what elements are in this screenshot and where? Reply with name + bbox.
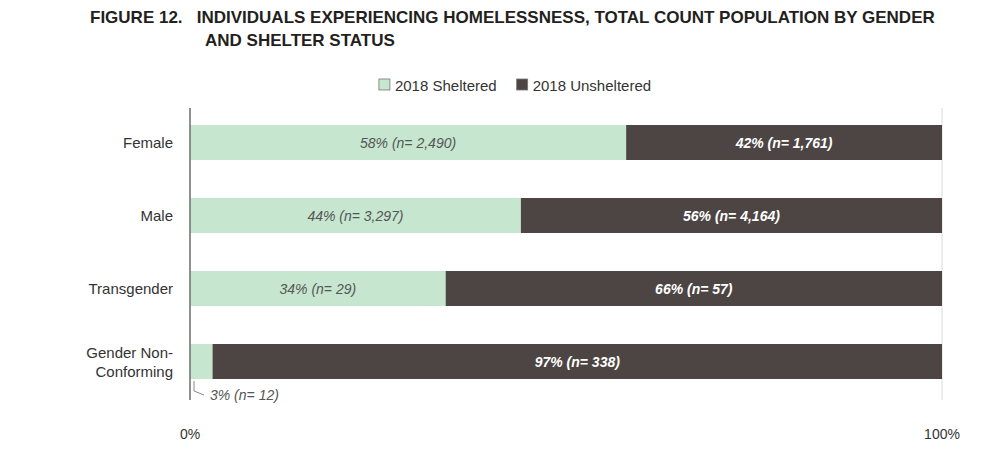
bar-segment	[521, 198, 942, 233]
legend: 2018 Sheltered 2018 Unsheltered	[379, 77, 651, 94]
chart: 58% (n= 2,490) 44% (n= 3,297) 34% (n= 29) 3…	[0, 0, 994, 468]
data-label: 58% (n= 2,490)	[360, 135, 456, 151]
title: FIGURE 12. INDIVIDUALS EXPERIENCING HOME…	[90, 6, 940, 52]
legend-swatch	[517, 79, 528, 90]
category-label: Male	[35, 191, 173, 241]
data-label: 42% (n= 1,761)	[735, 135, 833, 151]
legend-swatch	[379, 79, 390, 90]
category-label: Transgender	[35, 264, 173, 314]
bars	[190, 125, 942, 379]
bar-segment	[190, 125, 626, 160]
data-label: 66% (n= 57)	[655, 281, 733, 297]
tick-label: 100%	[924, 426, 960, 442]
data-label: 3% (n= 12)	[210, 387, 279, 403]
bar-segment	[190, 198, 521, 233]
category-label: Gender Non-Conforming	[35, 337, 173, 387]
data-label: 44% (n= 3,297)	[307, 208, 403, 224]
legend-label: 2018 Sheltered	[395, 77, 497, 94]
bar-segment	[190, 344, 213, 379]
tick-label: 0%	[180, 426, 200, 442]
leader-line	[194, 381, 204, 395]
data-label: 34% (n= 29)	[280, 281, 357, 297]
bar-segment	[626, 125, 942, 160]
axis-line	[189, 108, 190, 400]
grid-line	[190, 108, 191, 400]
bar-segment	[190, 271, 446, 306]
data-label: 56% (n= 4,164)	[683, 208, 780, 224]
data-labels: 58% (n= 2,490) 44% (n= 3,297) 34% (n= 29) 3…	[194, 135, 833, 404]
legend-label: 2018 Unsheltered	[533, 77, 651, 94]
data-label: 97% (n= 338)	[535, 354, 621, 370]
bar-segment	[213, 344, 942, 379]
category-label: Female	[35, 118, 173, 168]
bar-segment	[446, 271, 942, 306]
